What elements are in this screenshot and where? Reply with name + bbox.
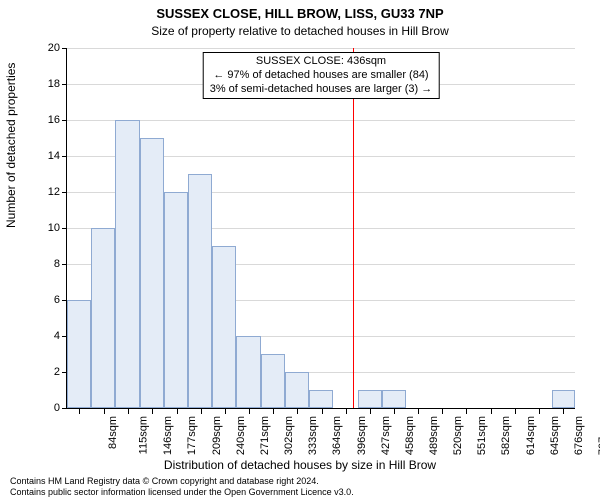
y-tick-mark <box>62 264 67 265</box>
x-tick-mark <box>297 409 298 414</box>
reference-line <box>353 48 354 408</box>
y-tick-mark <box>62 192 67 193</box>
x-tick-label: 458sqm <box>404 416 416 455</box>
x-tick-mark <box>225 409 226 414</box>
y-tick-label: 20 <box>30 42 60 54</box>
x-tick-mark <box>177 409 178 414</box>
annotation-line-2: ← 97% of detached houses are smaller (84… <box>210 69 433 83</box>
annotation-line-3: 3% of semi-detached houses are larger (3… <box>210 83 433 97</box>
x-tick-label: 489sqm <box>428 416 440 455</box>
annotation-line-1: SUSSEX CLOSE: 436sqm <box>210 55 433 69</box>
x-tick-mark <box>539 409 540 414</box>
y-tick-label: 4 <box>30 330 60 342</box>
histogram-bar <box>91 228 115 408</box>
x-tick-label: 645sqm <box>549 416 561 455</box>
x-tick-mark <box>346 409 347 414</box>
title-line-2: Size of property relative to detached ho… <box>0 24 600 38</box>
histogram-bar <box>188 174 212 408</box>
x-tick-label: 84sqm <box>107 416 119 449</box>
y-tick-label: 18 <box>30 78 60 90</box>
x-tick-label: 115sqm <box>137 416 149 454</box>
x-tick-label: 364sqm <box>331 416 343 455</box>
x-tick-label: 302sqm <box>283 416 295 455</box>
y-tick-label: 16 <box>30 114 60 126</box>
x-tick-label: 271sqm <box>259 416 271 455</box>
x-tick-mark <box>322 409 323 414</box>
x-tick-label: 551sqm <box>476 416 488 455</box>
x-tick-mark <box>273 409 274 414</box>
x-tick-mark <box>491 409 492 414</box>
x-tick-label: 177sqm <box>186 416 198 455</box>
y-tick-mark <box>62 120 67 121</box>
histogram-bar <box>309 390 333 408</box>
footer-line-2: Contains public sector information licen… <box>10 487 354 498</box>
x-tick-mark <box>394 409 395 414</box>
y-tick-label: 0 <box>30 402 60 414</box>
histogram-bar <box>236 336 261 408</box>
footer-attribution: Contains HM Land Registry data © Crown c… <box>10 476 354 498</box>
y-tick-mark <box>62 156 67 157</box>
x-tick-label: 427sqm <box>380 416 392 455</box>
x-axis-label: Distribution of detached houses by size … <box>0 458 600 472</box>
x-tick-mark <box>249 409 250 414</box>
x-tick-label: 209sqm <box>211 416 223 455</box>
y-tick-mark <box>62 48 67 49</box>
x-tick-mark <box>418 409 419 414</box>
y-tick-label: 6 <box>30 294 60 306</box>
y-tick-label: 14 <box>30 150 60 162</box>
chart-plot-area: SUSSEX CLOSE: 436sqm← 97% of detached ho… <box>66 48 575 409</box>
x-tick-mark <box>104 409 105 414</box>
histogram-bar <box>115 120 140 408</box>
annotation-box: SUSSEX CLOSE: 436sqm← 97% of detached ho… <box>203 52 440 99</box>
histogram-bar <box>164 192 188 408</box>
y-axis-label: Number of detached properties <box>4 63 18 228</box>
y-tick-label: 2 <box>30 366 60 378</box>
x-tick-label: 676sqm <box>573 416 585 455</box>
x-tick-label: 614sqm <box>525 416 537 455</box>
y-tick-mark <box>62 408 67 409</box>
x-tick-mark <box>466 409 467 414</box>
x-tick-mark <box>201 409 202 414</box>
footer-line-1: Contains HM Land Registry data © Crown c… <box>10 476 354 487</box>
x-tick-label: 240sqm <box>235 416 247 455</box>
histogram-bar <box>285 372 309 408</box>
y-tick-label: 12 <box>30 186 60 198</box>
x-tick-label: 520sqm <box>452 416 464 455</box>
y-tick-label: 10 <box>30 222 60 234</box>
x-tick-mark <box>442 409 443 414</box>
x-tick-mark <box>152 409 153 414</box>
title-line-1: SUSSEX CLOSE, HILL BROW, LISS, GU33 7NP <box>0 6 600 21</box>
x-tick-label: 396sqm <box>356 416 368 455</box>
histogram-bar <box>212 246 236 408</box>
x-tick-mark <box>563 409 564 414</box>
y-tick-label: 8 <box>30 258 60 270</box>
histogram-bar <box>552 390 575 408</box>
y-tick-mark <box>62 84 67 85</box>
histogram-bar <box>67 300 91 408</box>
histogram-bar <box>358 390 383 408</box>
x-tick-label: 333sqm <box>307 416 319 455</box>
grid-line <box>67 48 575 49</box>
x-tick-label: 146sqm <box>162 416 174 455</box>
grid-line <box>67 120 575 121</box>
y-tick-mark <box>62 228 67 229</box>
x-tick-mark <box>370 409 371 414</box>
x-tick-mark <box>128 409 129 414</box>
histogram-bar <box>382 390 406 408</box>
histogram-bar <box>140 138 164 408</box>
x-tick-label: 582sqm <box>500 416 512 455</box>
chart-container: SUSSEX CLOSE, HILL BROW, LISS, GU33 7NP … <box>0 0 600 500</box>
x-tick-mark <box>515 409 516 414</box>
x-tick-mark <box>79 409 80 414</box>
histogram-bar <box>261 354 285 408</box>
